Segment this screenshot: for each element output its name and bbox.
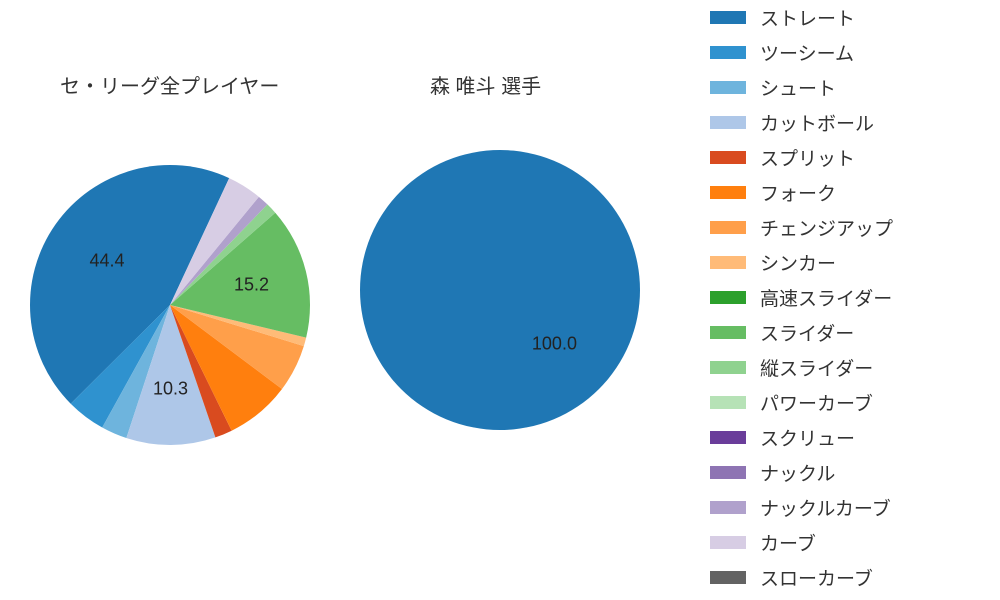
legend-swatch <box>710 151 746 164</box>
legend-item-スローカーブ: スローカーブ <box>710 560 990 595</box>
legend-label: 高速スライダー <box>760 284 892 311</box>
slice-label-ストレート: 100.0 <box>532 334 577 355</box>
legend-item-ナックル: ナックル <box>710 455 990 490</box>
legend-label: チェンジアップ <box>760 214 893 241</box>
legend-label: フォーク <box>760 179 836 206</box>
legend-label: 縦スライダー <box>760 354 873 381</box>
legend-item-シンカー: シンカー <box>710 245 990 280</box>
legend-swatch <box>710 291 746 304</box>
slice-label-スライダー: 15.2 <box>234 274 269 295</box>
legend-label: カーブ <box>760 529 816 556</box>
legend-item-縦スライダー: 縦スライダー <box>710 350 990 385</box>
legend-item-スライダー: スライダー <box>710 315 990 350</box>
chart-stage: 44.4 10.3 15.2 セ・リーグ全プレイヤー 100.0 森 唯斗 選手 ストレート… <box>0 0 1000 600</box>
chart-title-player: 森 唯斗 選手 <box>430 70 541 99</box>
legend-label: スローカーブ <box>760 564 873 591</box>
legend-swatch <box>710 466 746 479</box>
legend-swatch <box>710 256 746 269</box>
legend-item-ツーシーム: ツーシーム <box>710 35 990 70</box>
legend-label: シュート <box>760 74 836 101</box>
legend-swatch <box>710 501 746 514</box>
legend-item-シュート: シュート <box>710 70 990 105</box>
legend-label: スクリュー <box>760 424 855 451</box>
legend-swatch <box>710 221 746 234</box>
legend-label: カットボール <box>760 109 874 136</box>
legend-swatch <box>710 571 746 584</box>
legend-item-ストレート: ストレート <box>710 0 990 35</box>
legend-item-パワーカーブ: パワーカーブ <box>710 385 990 420</box>
legend-label: シンカー <box>760 249 836 276</box>
legend-swatch <box>710 431 746 444</box>
legend-label: パワーカーブ <box>760 389 873 416</box>
legend-item-スクリュー: スクリュー <box>710 420 990 455</box>
legend-swatch <box>710 536 746 549</box>
legend-item-フォーク: フォーク <box>710 175 990 210</box>
legend-item-カットボール: カットボール <box>710 105 990 140</box>
chart-title-league: セ・リーグ全プレイヤー <box>60 70 279 99</box>
legend-swatch <box>710 46 746 59</box>
legend-swatch <box>710 396 746 409</box>
legend-swatch <box>710 11 746 24</box>
legend: ストレートツーシームシュートカットボールスプリットフォークチェンジアップシンカー… <box>710 0 990 595</box>
legend-label: ツーシーム <box>760 39 854 66</box>
legend-item-高速スライダー: 高速スライダー <box>710 280 990 315</box>
legend-swatch <box>710 81 746 94</box>
legend-label: ストレート <box>760 4 855 31</box>
legend-swatch <box>710 186 746 199</box>
legend-item-スプリット: スプリット <box>710 140 990 175</box>
slice-ストレート <box>360 150 640 430</box>
pie-league <box>30 165 310 445</box>
slice-label-ストレート: 44.4 <box>89 250 124 271</box>
legend-label: ナックルカーブ <box>760 494 891 521</box>
legend-label: スライダー <box>760 319 854 346</box>
legend-label: スプリット <box>760 144 855 171</box>
slice-label-カットボール: 10.3 <box>153 378 188 399</box>
legend-label: ナックル <box>760 459 835 486</box>
legend-swatch <box>710 361 746 374</box>
legend-swatch <box>710 116 746 129</box>
pie-player <box>360 150 640 430</box>
legend-item-チェンジアップ: チェンジアップ <box>710 210 990 245</box>
legend-item-カーブ: カーブ <box>710 525 990 560</box>
legend-swatch <box>710 326 746 339</box>
legend-item-ナックルカーブ: ナックルカーブ <box>710 490 990 525</box>
